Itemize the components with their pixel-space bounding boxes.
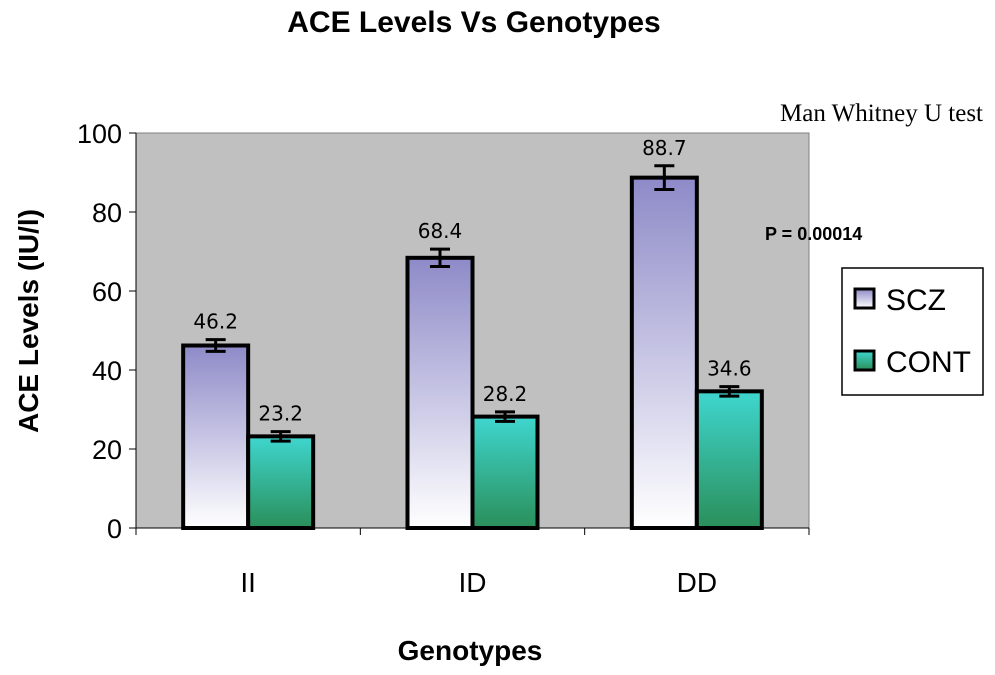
bars: 46.2 68.4 88.7 23.2 28.2 34.6 [181,136,764,531]
data-label: 23.2 [258,402,303,426]
x-tick-label: ID [459,567,487,598]
x-axis-title: Genotypes [398,635,543,666]
y-tick-label: 80 [92,198,122,228]
test-annotation: Man Whitney U test [780,100,983,127]
bar-scz [405,255,475,530]
y-tick-label: 60 [92,277,122,307]
y-axis: 0 20 40 60 80 100 [77,119,137,544]
data-label: 68.4 [418,219,463,243]
p-value-annotation: P = 0.00014 [765,224,862,244]
legend-label-scz: SCZ [886,284,946,317]
y-axis-title: ACE Levels (IU/l) [13,209,44,433]
data-label: 28.2 [483,382,528,406]
legend: SCZ CONT [841,267,984,396]
legend-swatch-scz [853,287,876,310]
y-tick-label: 40 [92,356,122,386]
y-tick-label: 100 [77,119,122,149]
x-axis: II ID DD [135,527,810,598]
legend-swatch-cont [853,349,876,372]
bar-scz [181,343,251,531]
bar-cont [694,389,764,530]
y-tick-label: 20 [92,435,122,465]
y-tick-label: 0 [107,514,122,544]
bar-cont [470,414,540,530]
legend-label-cont: CONT [886,346,971,379]
data-label: 46.2 [193,310,238,334]
x-tick-label: II [240,567,256,598]
bar-cont [246,434,316,530]
x-tick-label: DD [677,567,717,598]
chart-title: ACE Levels Vs Genotypes [287,6,660,39]
data-label: 88.7 [642,136,687,160]
bar-scz [629,175,699,530]
data-label: 34.6 [707,357,752,381]
